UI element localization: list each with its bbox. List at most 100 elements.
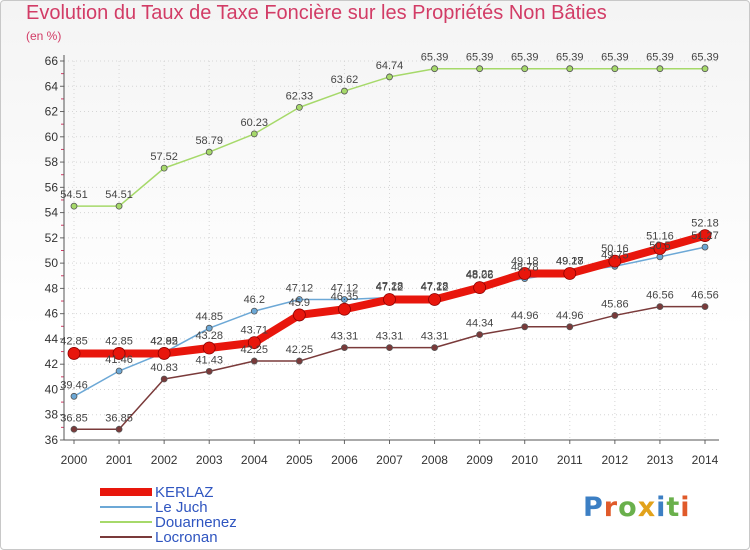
x-tick-label: 2005	[286, 453, 313, 467]
data-label: 44.34	[466, 318, 494, 330]
data-label: 64.74	[376, 60, 404, 72]
data-point	[701, 243, 709, 251]
data-point	[295, 103, 303, 111]
data-point	[112, 347, 126, 360]
data-label: 36.85	[105, 412, 133, 424]
data-label: 42.92	[150, 336, 178, 348]
data-point	[341, 87, 348, 95]
x-tick-label: 2000	[61, 453, 88, 467]
data-label: 50.5	[649, 240, 670, 252]
data-label-kerlaz: 43.28	[195, 330, 223, 342]
data-point	[698, 229, 712, 242]
data-label: 54.51	[105, 189, 133, 201]
data-label: 47.28	[421, 280, 449, 292]
data-label: 58.79	[195, 135, 223, 147]
x-tick-label: 2013	[647, 453, 674, 467]
data-point	[476, 65, 484, 73]
x-tick-label: 2004	[241, 453, 268, 467]
data-label: 42.25	[286, 344, 314, 356]
data-label-kerlaz: 49.18	[511, 255, 539, 267]
data-label: 47.28	[376, 280, 404, 292]
data-label: 45.86	[601, 298, 629, 310]
data-point	[70, 392, 78, 400]
data-label: 36.85	[60, 412, 88, 424]
data-point	[247, 336, 261, 349]
data-label: 48.22	[466, 269, 494, 281]
data-label: 41.46	[105, 354, 133, 366]
data-point	[386, 344, 393, 352]
x-tick-label: 2009	[466, 453, 493, 467]
data-label: 54.51	[60, 189, 88, 201]
y-tick-label: 42	[45, 357, 59, 371]
data-label: 65.39	[601, 52, 629, 64]
logo-letter: t	[666, 492, 681, 523]
data-point	[115, 202, 123, 210]
data-label: 43.31	[376, 331, 404, 343]
data-point	[563, 267, 577, 280]
data-point	[611, 312, 619, 319]
data-point	[473, 281, 487, 295]
x-tick-label: 2001	[106, 453, 133, 467]
series-layer	[67, 65, 712, 433]
data-point	[341, 296, 348, 303]
data-label: 65.39	[691, 52, 719, 64]
data-label: 51.27	[691, 230, 719, 242]
data-label-kerlaz: 47.12	[376, 282, 404, 294]
data-point	[653, 242, 667, 255]
data-point	[160, 164, 168, 172]
data-label-kerlaz: 42.85	[105, 335, 133, 347]
data-label: 65.39	[646, 52, 674, 64]
data-label: 44.85	[195, 311, 223, 323]
data-label: 62.33	[286, 90, 314, 102]
data-point	[292, 308, 306, 322]
data-point	[566, 323, 574, 331]
data-label: 65.39	[556, 52, 584, 64]
unit-label: (en %)	[26, 29, 62, 43]
data-label-kerlaz: 52.18	[691, 218, 719, 230]
y-tick-label: 54	[45, 206, 59, 220]
data-point	[250, 307, 258, 315]
y-tick-label: 44	[45, 332, 59, 346]
data-label: 65.39	[466, 52, 494, 64]
x-tick-label: 2008	[421, 453, 448, 467]
x-tick-label: 2006	[331, 453, 358, 467]
data-label-kerlaz: 48.06	[466, 270, 494, 282]
data-point	[476, 331, 484, 339]
axes: 36 38 40 42 44 46 48 50 52 54 56 58 60 62 64 66 2000 2001…	[45, 54, 719, 467]
data-label-kerlaz: 50.16	[601, 243, 629, 255]
y-tick-label: 52	[45, 231, 59, 245]
data-label: 43.31	[421, 331, 449, 343]
data-point	[701, 303, 709, 310]
data-label: 48.78	[511, 262, 539, 274]
data-point	[518, 267, 532, 280]
data-label: 60.23	[241, 117, 269, 129]
data-point	[338, 302, 351, 316]
y-tick-label: 58	[45, 155, 59, 169]
data-label: 65.39	[421, 52, 449, 64]
data-label-kerlaz: 42.85	[60, 335, 88, 347]
y-tick-label: 46	[45, 307, 59, 321]
x-tick-label: 2011	[557, 453, 583, 467]
x-tick-label: 2010	[511, 453, 538, 467]
data-point	[205, 148, 213, 156]
legend-label: Locronan	[155, 529, 218, 546]
data-point	[386, 73, 393, 81]
data-point	[115, 367, 123, 375]
legend-label: Le Juch	[155, 499, 208, 516]
data-point	[566, 65, 574, 73]
y-tick-label: 60	[45, 130, 59, 144]
data-label: 46.56	[691, 290, 719, 302]
data-label-kerlaz: 46.35	[331, 291, 359, 303]
data-label: 44.96	[556, 310, 584, 322]
data-label-kerlaz: 45.9	[289, 297, 310, 309]
data-point	[205, 368, 213, 375]
data-point	[202, 341, 216, 355]
x-tick-label: 2002	[151, 453, 178, 467]
data-point	[70, 425, 78, 433]
x-tick-label: 2003	[196, 453, 223, 467]
proxiti-logo: Proxiti	[583, 492, 691, 523]
y-tick-label: 56	[45, 180, 59, 194]
data-label: 65.39	[511, 52, 539, 64]
